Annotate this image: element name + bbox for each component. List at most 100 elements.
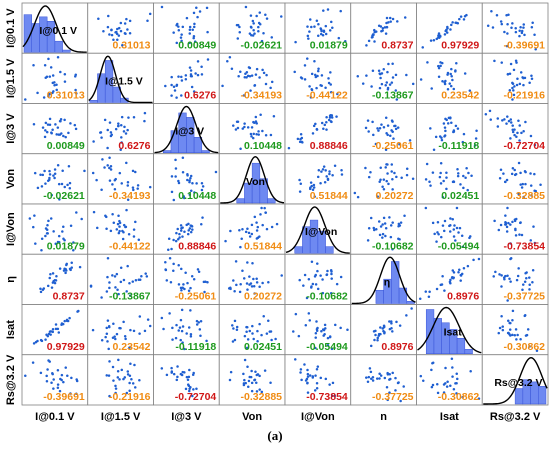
point-4-3-19 xyxy=(229,229,232,233)
hist-bar-3-5 xyxy=(259,178,268,204)
point-0-7-27 xyxy=(531,21,534,24)
point-3-7-18 xyxy=(511,166,515,170)
point-0-3-18 xyxy=(238,30,241,34)
point-7-4-12 xyxy=(308,374,312,377)
point-4-5-9 xyxy=(391,248,394,251)
point-6-4-23 xyxy=(304,323,308,327)
point-2-7-24 xyxy=(518,139,521,142)
point-7-0-14 xyxy=(56,386,60,389)
point-0-4-20 xyxy=(326,8,330,11)
point-5-3-27 xyxy=(234,260,238,263)
point-3-1-24 xyxy=(118,171,122,175)
point-4-5-14 xyxy=(378,233,382,237)
normal-curve-1 xyxy=(88,55,153,104)
point-3-4-19 xyxy=(311,188,315,191)
point-5-1-20 xyxy=(125,290,128,293)
point-7-1-24 xyxy=(120,368,124,372)
point-4-6-1 xyxy=(431,221,435,225)
hist-bar-2-5 xyxy=(193,137,203,153)
point-2-0-3 xyxy=(64,135,67,139)
point-3-2-13 xyxy=(170,190,174,194)
point-0-3-2 xyxy=(258,11,262,14)
point-2-5-9 xyxy=(376,127,379,130)
point-0-7-8 xyxy=(534,47,537,51)
point-7-3-20 xyxy=(243,358,247,362)
point-5-1-8 xyxy=(119,280,123,284)
point-0-7-11 xyxy=(520,31,524,35)
corr-label-3-5: 0.20272 xyxy=(376,190,414,202)
point-5-2-4 xyxy=(177,283,181,286)
point-5-7-3 xyxy=(494,270,497,274)
point-4-0-20 xyxy=(75,211,78,214)
point-4-0-8 xyxy=(45,232,49,235)
point-6-2-22 xyxy=(195,319,199,323)
point-7-0-21 xyxy=(31,361,35,364)
point-3-7-2 xyxy=(524,182,527,186)
point-1-4-12 xyxy=(313,73,317,77)
point-7-5-5 xyxy=(369,370,373,374)
point-7-0-17 xyxy=(60,378,63,382)
corr-label-6-7: -0.30862 xyxy=(504,341,546,353)
point-4-0-19 xyxy=(61,230,64,233)
point-4-1-19 xyxy=(112,221,116,224)
diag-label-4: I@Von xyxy=(305,226,337,238)
x-axis-label-2: I@3 V xyxy=(171,411,202,423)
point-7-3-7 xyxy=(253,378,257,382)
point-5-0-13 xyxy=(70,261,73,265)
point-6-1-11 xyxy=(107,324,111,328)
point-4-6-12 xyxy=(453,224,456,227)
point-7-3-26 xyxy=(228,378,232,382)
x-axis-label-3: Von xyxy=(242,411,262,423)
point-1-6-11 xyxy=(437,75,441,79)
point-1-6-8 xyxy=(452,87,456,91)
point-5-7-11 xyxy=(516,274,520,278)
point-7-2-22 xyxy=(188,368,191,372)
point-2-3-16 xyxy=(235,120,239,123)
point-5-1-0 xyxy=(108,286,111,290)
point-3-4-11 xyxy=(323,180,327,184)
point-5-1-17 xyxy=(117,292,120,296)
point-0-2-2 xyxy=(195,6,198,9)
point-5-0-27 xyxy=(39,287,42,290)
point-6-1-6 xyxy=(112,322,115,325)
point-6-1-16 xyxy=(107,347,110,351)
point-1-7-8 xyxy=(530,74,533,77)
point-4-7-14 xyxy=(533,241,537,245)
point-6-4-24 xyxy=(314,336,317,339)
point-2-4-12 xyxy=(325,115,328,119)
point-1-5-19 xyxy=(379,76,382,80)
point-2-4-20 xyxy=(330,116,334,119)
point-0-6-26 xyxy=(435,37,439,41)
point-4-6-2 xyxy=(448,230,452,233)
point-4-2-26 xyxy=(189,230,193,234)
point-3-0-18 xyxy=(33,171,37,175)
point-2-7-19 xyxy=(509,118,513,121)
point-2-6-3 xyxy=(454,124,458,128)
corr-label-5-0: 0.8737 xyxy=(53,291,85,303)
point-4-6-6 xyxy=(437,232,440,236)
point-7-5-6 xyxy=(371,379,375,382)
point-2-4-8 xyxy=(300,136,304,140)
point-3-5-2 xyxy=(393,171,396,175)
point-3-4-17 xyxy=(308,187,312,191)
point-6-0-27 xyxy=(39,338,43,342)
point-7-1-2 xyxy=(108,394,111,398)
point-7-3-3 xyxy=(242,383,246,387)
point-3-1-12 xyxy=(103,166,106,169)
point-0-3-24 xyxy=(258,23,262,26)
point-7-3-10 xyxy=(260,390,264,394)
point-0-7-2 xyxy=(490,10,493,13)
point-1-7-7 xyxy=(508,89,512,92)
point-0-2-22 xyxy=(191,28,194,31)
corr-label-1-3: -0.34193 xyxy=(241,90,283,102)
point-4-0-14 xyxy=(45,228,49,232)
point-3-5-24 xyxy=(386,172,389,175)
point-2-3-1 xyxy=(232,124,235,127)
point-7-6-26 xyxy=(452,387,456,391)
hist-bar-6-6 xyxy=(464,349,473,355)
point-4-0-24 xyxy=(72,241,75,244)
point-4-7-5 xyxy=(499,223,503,227)
point-0-4-3 xyxy=(319,32,323,36)
normal-curve-3 xyxy=(220,156,285,204)
point-3-0-10 xyxy=(41,173,45,177)
